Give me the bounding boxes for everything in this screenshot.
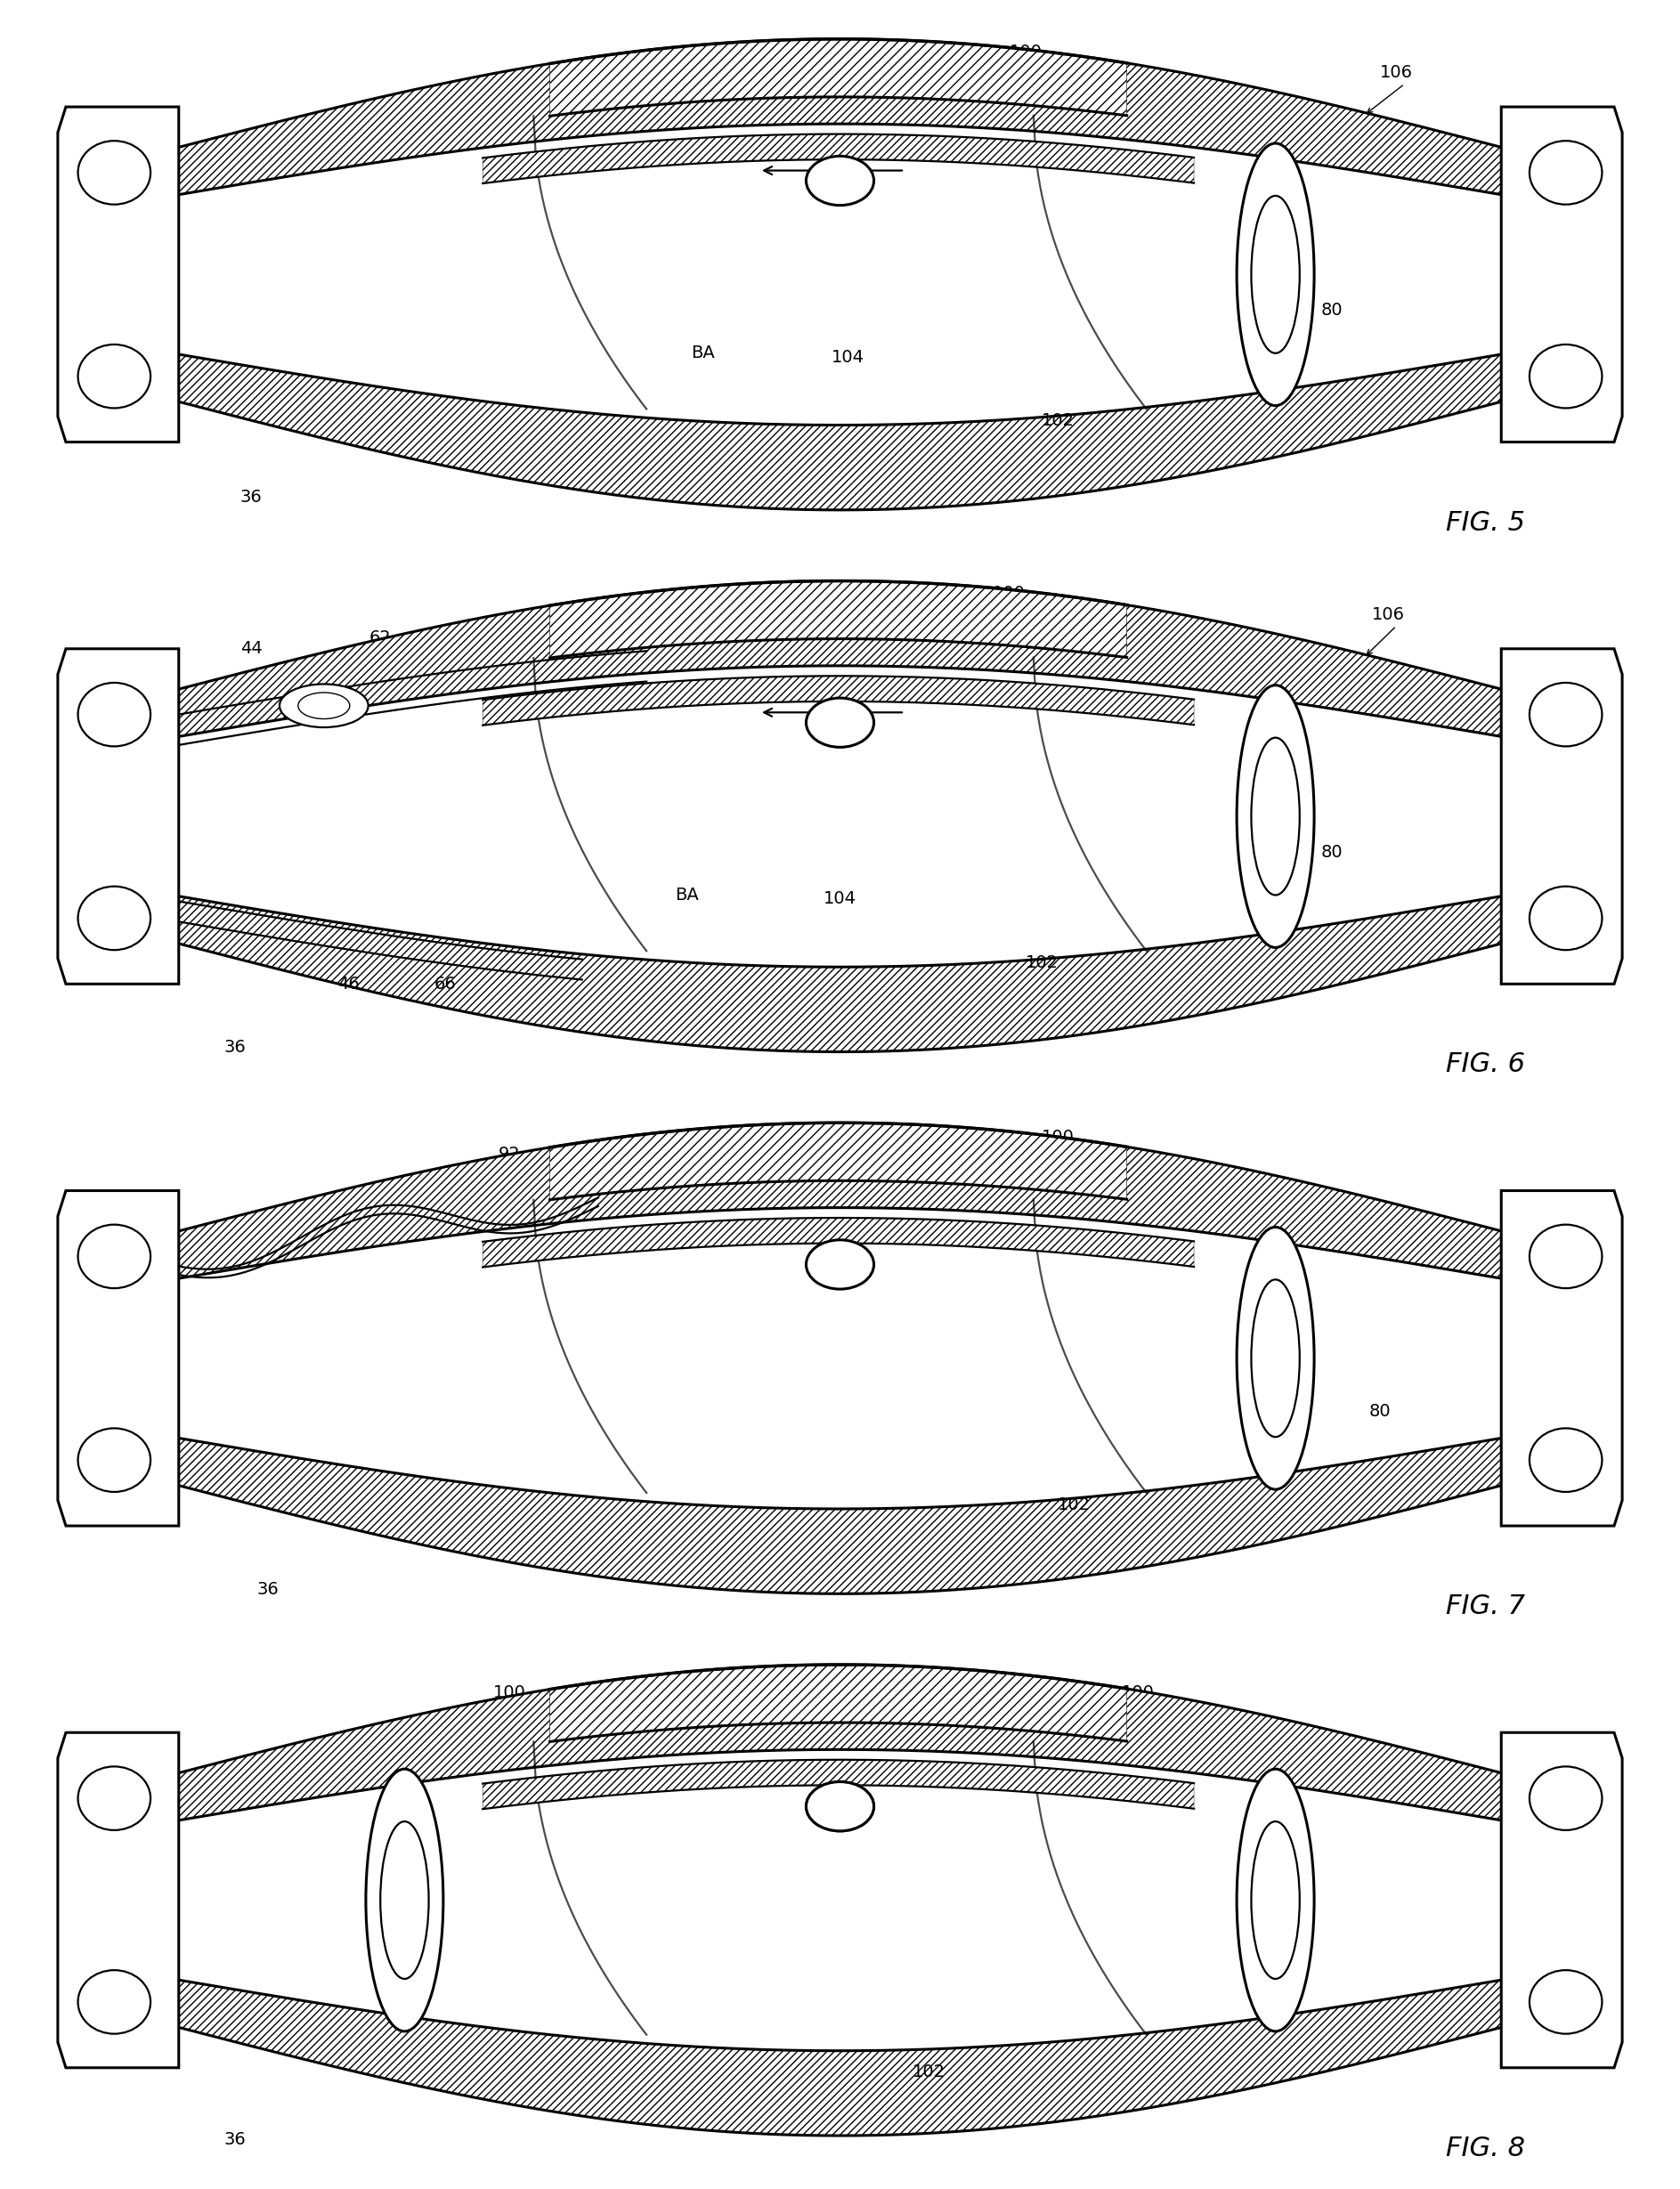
Ellipse shape — [77, 1427, 151, 1493]
Ellipse shape — [1529, 887, 1603, 950]
Ellipse shape — [1252, 738, 1300, 895]
Text: 82: 82 — [1079, 149, 1100, 166]
Text: 100: 100 — [492, 1683, 526, 1701]
Polygon shape — [171, 1123, 1509, 1281]
Polygon shape — [1502, 1731, 1623, 2069]
Polygon shape — [1502, 648, 1623, 985]
Text: 104: 104 — [823, 891, 857, 908]
Polygon shape — [57, 1731, 178, 2069]
Text: 102: 102 — [1057, 1495, 1090, 1513]
Ellipse shape — [1236, 1769, 1314, 2031]
Ellipse shape — [1252, 1821, 1300, 1979]
Ellipse shape — [1529, 1970, 1603, 2034]
Ellipse shape — [1236, 142, 1314, 405]
Ellipse shape — [380, 1821, 428, 1979]
Ellipse shape — [1529, 344, 1603, 407]
Text: 44: 44 — [240, 641, 262, 657]
Text: A: A — [1567, 865, 1579, 882]
Ellipse shape — [77, 887, 151, 950]
Text: FIG. 6: FIG. 6 — [1445, 1051, 1525, 1077]
Text: 34: 34 — [837, 50, 858, 68]
Polygon shape — [1502, 107, 1623, 442]
Text: A: A — [1567, 324, 1579, 339]
Text: 77: 77 — [465, 626, 489, 644]
Text: 80: 80 — [1320, 845, 1342, 860]
Text: 82: 82 — [1063, 692, 1085, 709]
Text: 80: 80 — [1320, 302, 1342, 320]
Text: 104: 104 — [832, 348, 865, 366]
Polygon shape — [171, 1436, 1509, 1594]
Text: 106: 106 — [1373, 606, 1404, 624]
Polygon shape — [57, 648, 178, 985]
Ellipse shape — [77, 1767, 151, 1830]
Text: BA: BA — [690, 344, 714, 361]
Polygon shape — [171, 1664, 1509, 1821]
Text: 30: 30 — [128, 1731, 150, 1749]
Ellipse shape — [1236, 685, 1314, 948]
Text: 66: 66 — [433, 976, 455, 992]
Polygon shape — [1502, 1191, 1623, 1526]
Text: 34: 34 — [788, 1677, 811, 1694]
Text: 102: 102 — [912, 2064, 946, 2080]
Text: 36: 36 — [223, 2132, 247, 2147]
Text: 106: 106 — [1379, 63, 1413, 81]
Ellipse shape — [279, 685, 368, 727]
Text: 100: 100 — [993, 584, 1026, 602]
Text: 36: 36 — [257, 1580, 279, 1598]
Text: 30: 30 — [111, 648, 133, 665]
Ellipse shape — [806, 155, 874, 206]
Ellipse shape — [806, 1239, 874, 1289]
Ellipse shape — [77, 140, 151, 204]
Text: 100: 100 — [1042, 1130, 1074, 1145]
Text: FIG. 8: FIG. 8 — [1445, 2136, 1525, 2161]
Ellipse shape — [366, 1769, 444, 2031]
Ellipse shape — [1236, 1228, 1314, 1489]
Text: 100: 100 — [1010, 44, 1042, 59]
Ellipse shape — [1252, 1281, 1300, 1436]
Text: 102: 102 — [1025, 954, 1058, 972]
Ellipse shape — [297, 692, 349, 718]
Text: 46: 46 — [338, 976, 360, 992]
Polygon shape — [171, 580, 1509, 738]
Ellipse shape — [806, 1782, 874, 1830]
Text: 102: 102 — [1042, 412, 1074, 429]
Ellipse shape — [77, 1224, 151, 1289]
Text: 80: 80 — [1369, 1403, 1391, 1421]
Polygon shape — [171, 39, 1509, 197]
Polygon shape — [171, 352, 1509, 510]
Ellipse shape — [77, 344, 151, 407]
Polygon shape — [57, 107, 178, 442]
Text: FIG. 5: FIG. 5 — [1445, 510, 1525, 536]
Text: 82: 82 — [1070, 1232, 1094, 1250]
Ellipse shape — [77, 683, 151, 746]
Text: 62: 62 — [370, 628, 391, 646]
Ellipse shape — [1529, 683, 1603, 746]
Polygon shape — [171, 895, 1509, 1053]
Ellipse shape — [806, 1782, 874, 1830]
Ellipse shape — [1529, 1224, 1603, 1289]
Text: 30: 30 — [128, 1191, 150, 1208]
Text: 36: 36 — [240, 488, 262, 506]
Text: 100: 100 — [1122, 1683, 1154, 1701]
Text: 30: 30 — [123, 112, 144, 129]
Ellipse shape — [1252, 195, 1300, 352]
Text: 34: 34 — [741, 1134, 763, 1151]
Ellipse shape — [77, 1970, 151, 2034]
Text: 92: 92 — [499, 1145, 521, 1162]
Text: 36: 36 — [223, 1040, 247, 1055]
Polygon shape — [57, 1191, 178, 1526]
Text: 34: 34 — [805, 591, 827, 609]
Ellipse shape — [1529, 140, 1603, 204]
Text: BA: BA — [675, 887, 699, 904]
Text: FIG. 7: FIG. 7 — [1445, 1594, 1525, 1620]
Polygon shape — [171, 1979, 1509, 2136]
Ellipse shape — [806, 698, 874, 746]
Ellipse shape — [1529, 1427, 1603, 1493]
Ellipse shape — [1529, 1767, 1603, 1830]
